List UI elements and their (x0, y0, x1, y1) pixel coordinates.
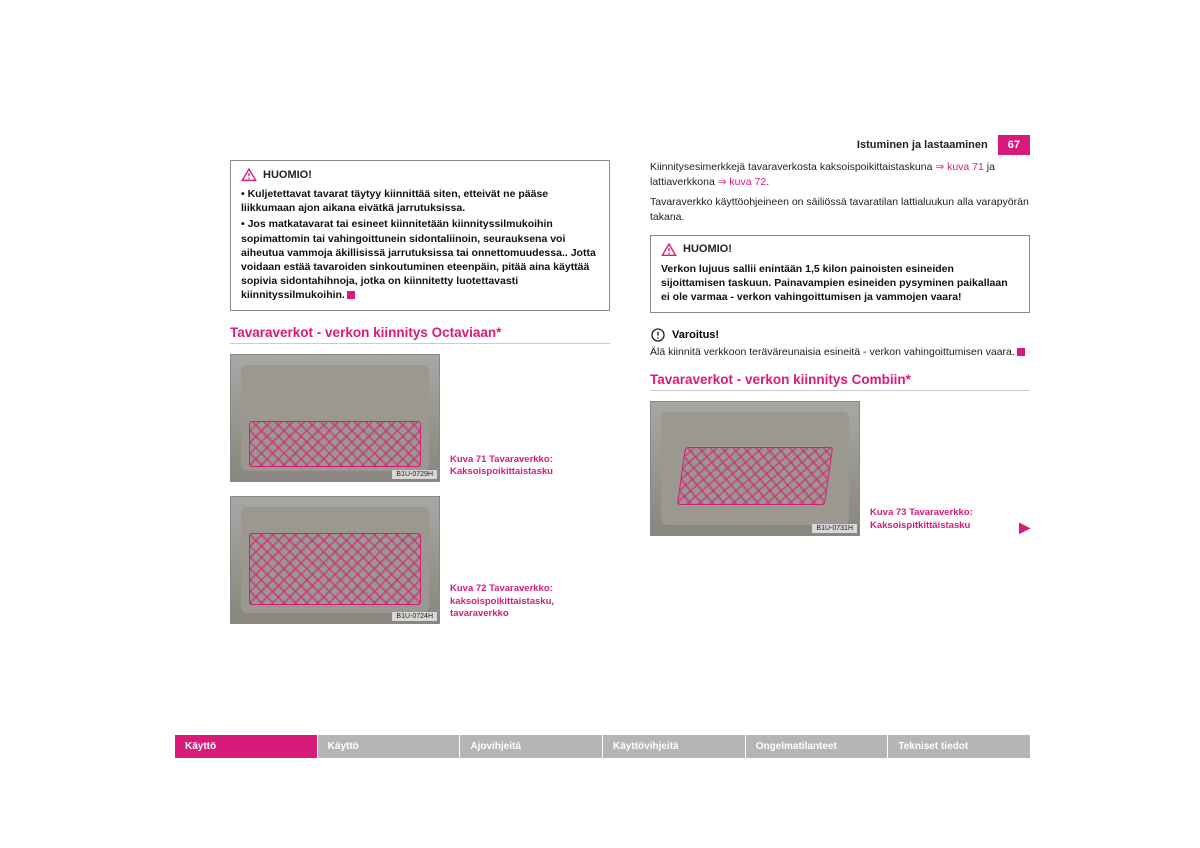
net-shape (677, 447, 833, 505)
section-name: Istuminen ja lastaaminen (857, 139, 988, 151)
page-number-badge: 67 (998, 135, 1030, 155)
warning-icon (661, 242, 677, 258)
figure-73-caption: Kuva 73 Tavaraverkko: Kaksoispitkittäist… (870, 507, 1020, 532)
warning-heading: HUOMIO! (661, 242, 1019, 258)
right-column: Kiinnitysesimerkkejä tavaraverkosta kaks… (650, 160, 1030, 638)
caution-heading: Varoitus! (650, 327, 1030, 343)
left-column: HUOMIO! • Kuljetettavat tavarat täytyy k… (230, 160, 610, 638)
warning-box-1: HUOMIO! • Kuljetettavat tavarat täytyy k… (230, 160, 610, 311)
intro-paragraph-2: Tavaraverkko käyttöohjeineen on säiliöss… (650, 195, 1030, 224)
footer-tab[interactable]: Ongelmatilanteet (745, 735, 888, 758)
caution-icon (650, 327, 666, 343)
continue-arrow-icon: ▶ (1019, 519, 1030, 536)
warning-item: • Jos matkatavarat tai esineet kiinnitet… (241, 217, 599, 302)
footer-tab[interactable]: Käyttö (317, 735, 460, 758)
net-shape (249, 533, 421, 605)
figure-73-row: B1U-0731H Kuva 73 Tavaraverkko: Kaksoisp… (650, 401, 1030, 536)
figure-72-id: B1U-0724H (392, 612, 437, 621)
warning-item: • Kuljetettavat tavarat täytyy kiinnittä… (241, 187, 599, 215)
ref-kuva72: ⇒ kuva 72 (718, 176, 767, 188)
warning-list: • Kuljetettavat tavarat täytyy kiinnittä… (241, 187, 599, 302)
figure-72-row: B1U-0724H Kuva 72 Tavaraverkko: kaksoisp… (230, 496, 610, 624)
warning-box-2: HUOMIO! Verkon lujuus sallii enintään 1,… (650, 235, 1030, 314)
figure-71-image: B1U-0729H (230, 354, 440, 482)
intro-paragraph-1: Kiinnitysesimerkkejä tavaraverkosta kaks… (650, 160, 1030, 189)
figure-71-caption: Kuva 71 Tavaraverkko: Kaksoispoikittaist… (450, 454, 600, 479)
content-columns: HUOMIO! • Kuljetettavat tavarat täytyy k… (230, 160, 1030, 638)
section-title-octavia: Tavaraverkot - verkon kiinnitys Octaviaa… (230, 325, 610, 344)
end-marker-icon (347, 291, 355, 299)
warning-title: HUOMIO! (263, 168, 312, 183)
warning-text: Verkon lujuus sallii enintään 1,5 kilon … (661, 262, 1019, 305)
caution-title: Varoitus! (672, 329, 719, 341)
page: Istuminen ja lastaaminen 67 HUOMIO! • Ku… (0, 0, 1200, 848)
figure-73-id: B1U-0731H (812, 524, 857, 533)
footer-tabs: Käyttö Käyttö Ajovihjeitä Käyttövihjeitä… (175, 735, 1030, 758)
footer-tab[interactable]: Käyttövihjeitä (602, 735, 745, 758)
figure-71-id: B1U-0729H (392, 470, 437, 479)
figure-71-row: B1U-0729H Kuva 71 Tavaraverkko: Kaksoisp… (230, 354, 610, 482)
figure-72-image: B1U-0724H (230, 496, 440, 624)
figure-73-image: B1U-0731H (650, 401, 860, 536)
footer-tab[interactable]: Tekniset tiedot (887, 735, 1030, 758)
section-title-combi: Tavaraverkot - verkon kiinnitys Combiin* (650, 372, 1030, 391)
warning-icon (241, 167, 257, 183)
net-shape (249, 421, 421, 467)
caution-text: Älä kiinnitä verkkoon teräväreunaisia es… (650, 345, 1030, 360)
footer-tab-active[interactable]: Käyttö (175, 735, 317, 758)
warning-title: HUOMIO! (683, 242, 732, 257)
ref-kuva71: ⇒ kuva 71 (935, 161, 984, 173)
figure-72-caption: Kuva 72 Tavaraverkko: kaksoispoikittaist… (450, 583, 600, 620)
footer-tab[interactable]: Ajovihjeitä (459, 735, 602, 758)
warning-heading: HUOMIO! (241, 167, 599, 183)
page-header: Istuminen ja lastaaminen 67 (857, 135, 1030, 155)
end-marker-icon (1017, 348, 1025, 356)
